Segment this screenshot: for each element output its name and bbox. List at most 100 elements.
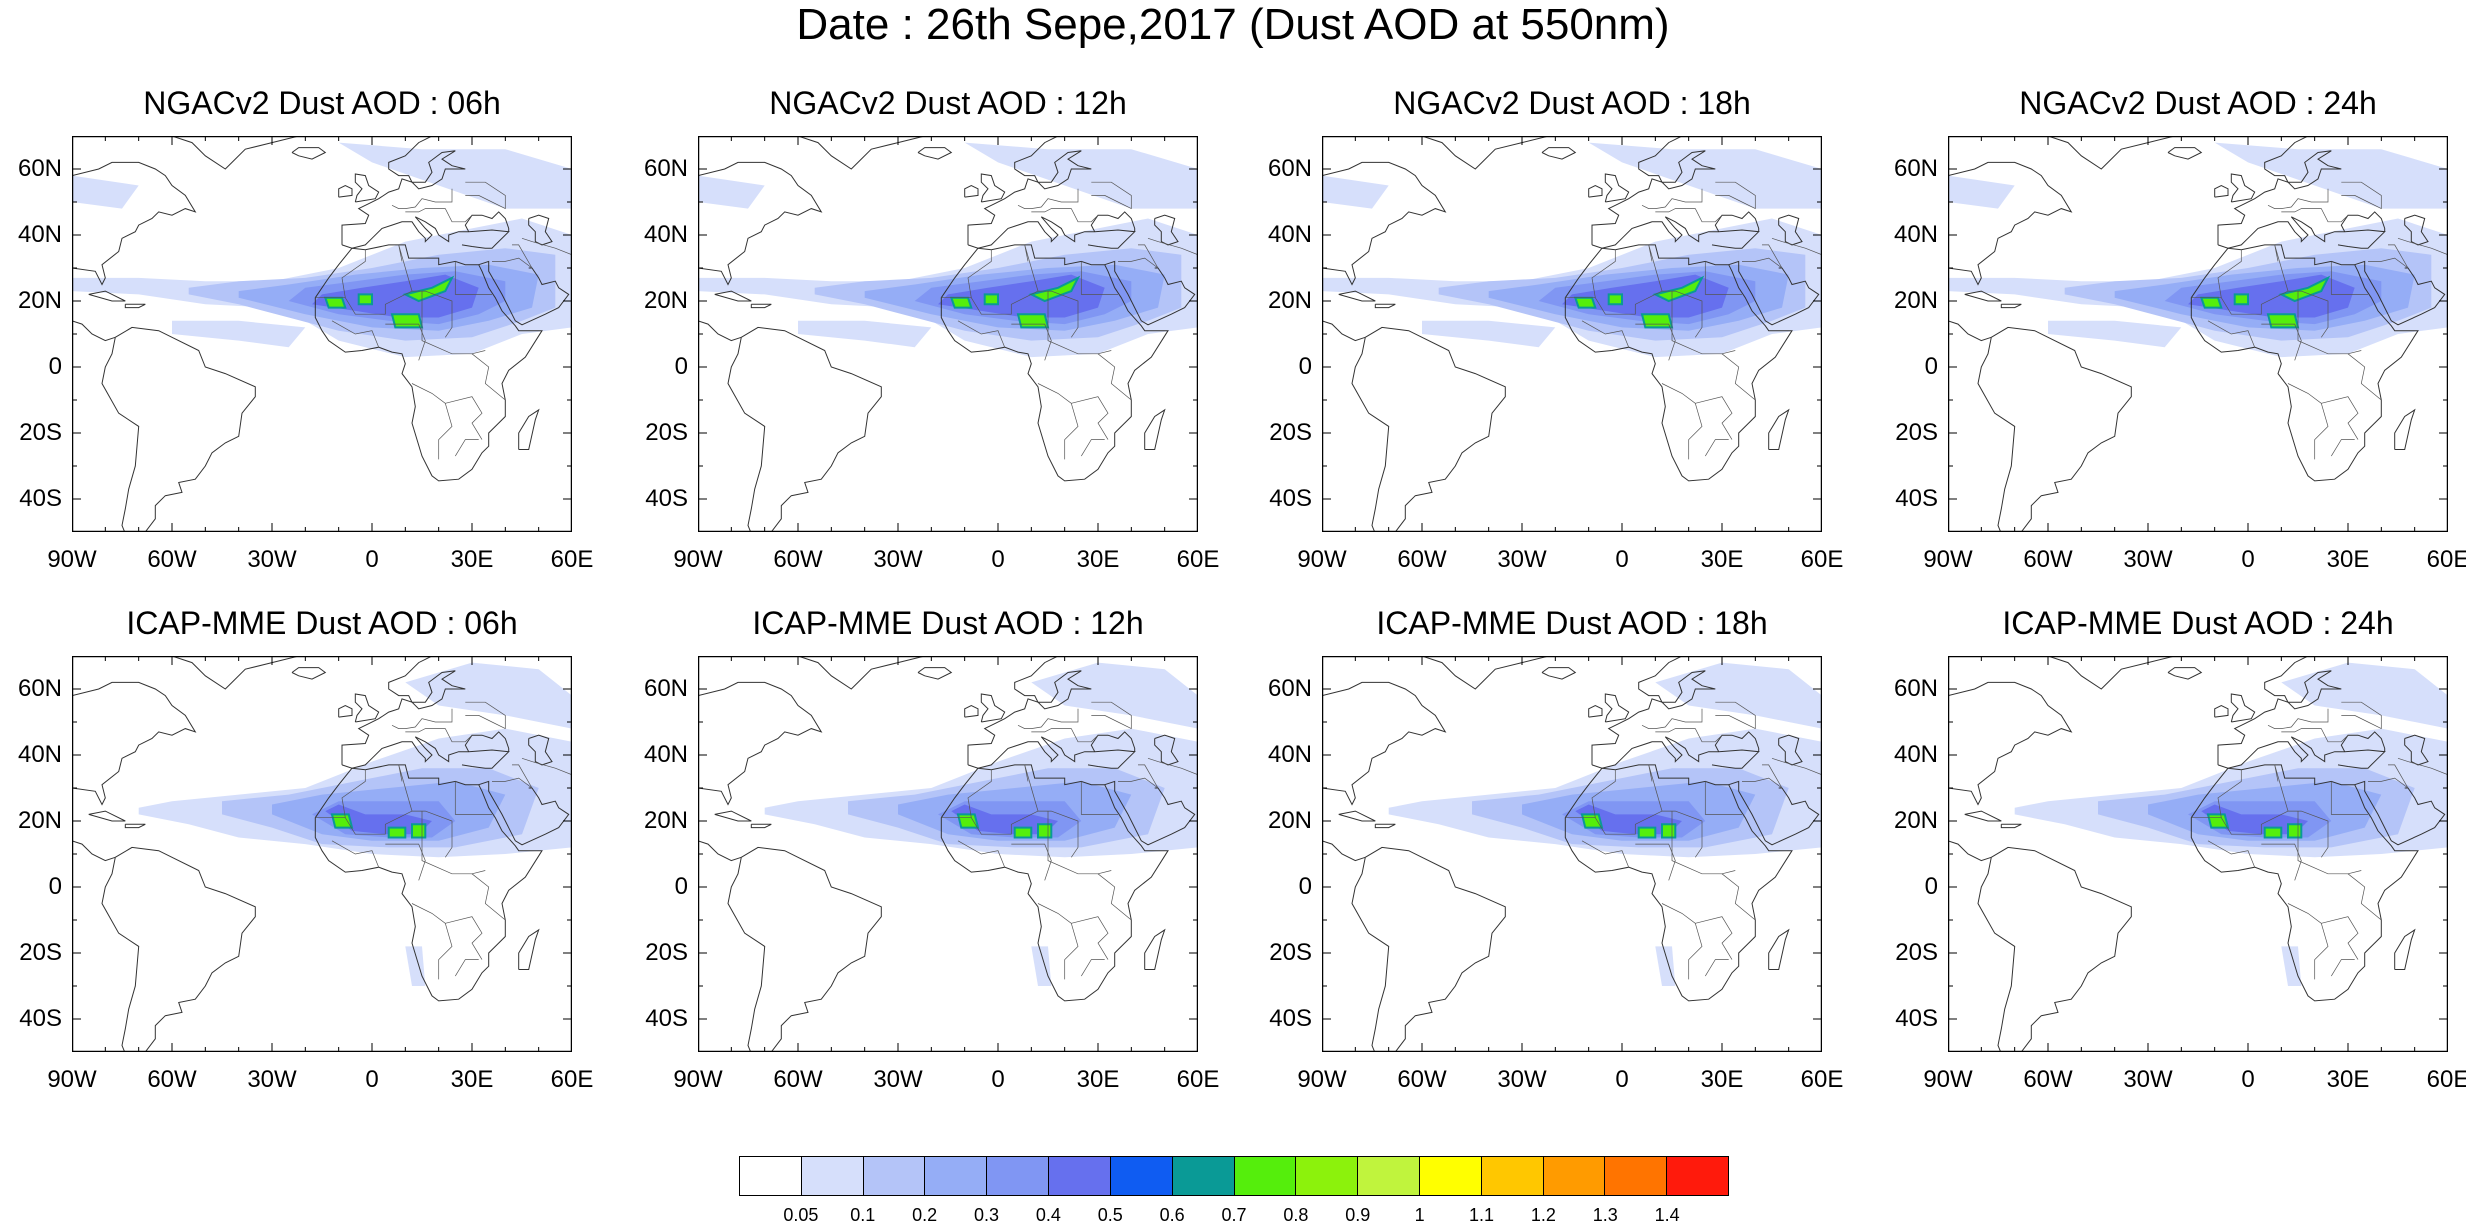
map-panel: NGACv2 Dust AOD : 06h 60N 40N 20N 0 20S 40S 90W… [18, 85, 593, 573]
dust-plume [405, 662, 572, 729]
coastline [917, 667, 953, 680]
country-border [1011, 323, 1052, 361]
country-border [1635, 843, 1676, 881]
country-border [1091, 701, 1132, 730]
dust-hotspot [323, 296, 347, 309]
dust-aod-map [72, 136, 572, 532]
country-border [1017, 708, 1079, 729]
coastline [88, 810, 126, 822]
country-border [1017, 188, 1079, 209]
country-border [1641, 188, 1703, 209]
country-border [957, 840, 1006, 868]
coastline [354, 693, 380, 723]
map-panel: ICAP-MME Dust AOD : 18h 60N 40N 20N 0 20S 40S 9… [1268, 605, 1843, 1093]
lat-tick-label: 40N [1893, 741, 1938, 768]
lat-tick-label: 40S [645, 1005, 688, 1032]
coastline [964, 704, 979, 718]
coastline [1591, 136, 1716, 245]
dust-aod-map [1322, 136, 1822, 532]
lon-tick-label: 60E [550, 546, 594, 573]
dust-hotspot [1652, 275, 1705, 303]
coastline [917, 147, 953, 160]
dust-hotspot [330, 813, 354, 829]
dust-hotspot [1016, 313, 1050, 329]
country-border [1771, 757, 1822, 777]
coastline [478, 780, 570, 846]
coastline [2354, 780, 2446, 846]
country-border [405, 208, 473, 223]
lon-tick-label: 30E [1700, 1066, 1744, 1093]
coastline [341, 136, 466, 245]
lat-tick-label: 0 [1924, 353, 1938, 380]
coastline [2217, 656, 2342, 765]
coastline [314, 764, 543, 1002]
coastline [2217, 216, 2386, 249]
coastline [1421, 136, 1549, 170]
coastline [478, 260, 570, 326]
lon-tick-label: 60E [1176, 546, 1220, 573]
country-border [1661, 383, 1703, 460]
colorbar-swatch [1233, 1156, 1297, 1196]
country-border [1080, 261, 1118, 295]
country-border [454, 261, 492, 295]
coastline [2354, 260, 2446, 326]
coastline [1338, 810, 1376, 822]
country-border [1671, 291, 1736, 355]
country-border [465, 181, 506, 210]
country-border [1695, 396, 1733, 440]
map-panel: NGACv2 Dust AOD : 18h 60N 40N 20N 0 20S 40S 90W… [1268, 85, 1843, 573]
lat-tick-label: 0 [1298, 873, 1312, 900]
coastline [1090, 211, 1136, 232]
coastline [1564, 764, 1793, 1002]
dust-plume [1655, 662, 1822, 729]
coastline [2000, 303, 2022, 309]
panel-title: ICAP-MME Dust AOD : 24h [2002, 605, 2394, 641]
dust-plume [798, 320, 932, 348]
dust-hotspot [387, 826, 407, 839]
dust-hotspot [2278, 275, 2331, 303]
colorbar-swatch [1542, 1156, 1606, 1196]
country-border [2191, 810, 2329, 858]
coastline [1374, 303, 1396, 309]
colorbar-tick-label: 1.3 [1592, 1205, 1618, 1225]
dust-plume [1948, 175, 2015, 209]
coastline [72, 320, 116, 342]
lon-tick-label: 0 [365, 1066, 379, 1093]
country-border [1024, 244, 1039, 292]
map-panel: ICAP-MME Dust AOD : 12h 60N 40N 20N 0 20S 40S 9… [644, 605, 1219, 1093]
country-border [2261, 843, 2302, 881]
country-border [471, 873, 506, 921]
coastline [314, 244, 543, 482]
coastline [980, 693, 1006, 723]
lat-tick-label: 0 [674, 873, 688, 900]
coastline [797, 136, 925, 170]
dust-hotspot [956, 813, 980, 829]
panel-title: NGACv2 Dust AOD : 18h [1393, 85, 1751, 121]
dust-hotspot [949, 296, 973, 309]
lon-tick-label: 0 [991, 1066, 1005, 1093]
colorbar-tick-label: 0.7 [1221, 1205, 1247, 1225]
coastline [940, 244, 1169, 482]
coastline [750, 823, 772, 829]
lat-tick-label: 20N [17, 807, 62, 834]
country-border [2191, 290, 2329, 338]
lon-tick-label: 90W [673, 1066, 723, 1093]
lon-tick-label: 0 [2241, 1066, 2255, 1093]
coastline [2404, 734, 2429, 766]
country-border [2331, 439, 2355, 457]
coastline [1588, 184, 1603, 198]
coastline [528, 734, 553, 766]
country-border [957, 320, 1006, 348]
coastline [1588, 704, 1603, 718]
country-border [967, 769, 992, 818]
lon-tick-label: 0 [365, 546, 379, 573]
lon-tick-label: 60W [773, 546, 823, 573]
country-border [2341, 181, 2382, 210]
country-border [315, 810, 453, 858]
coastline [2000, 823, 2022, 829]
coastline [1768, 408, 1790, 450]
dust-hotspot [390, 313, 424, 329]
dust-hotspot [411, 823, 427, 839]
coastline [88, 290, 126, 302]
country-border [455, 959, 479, 977]
